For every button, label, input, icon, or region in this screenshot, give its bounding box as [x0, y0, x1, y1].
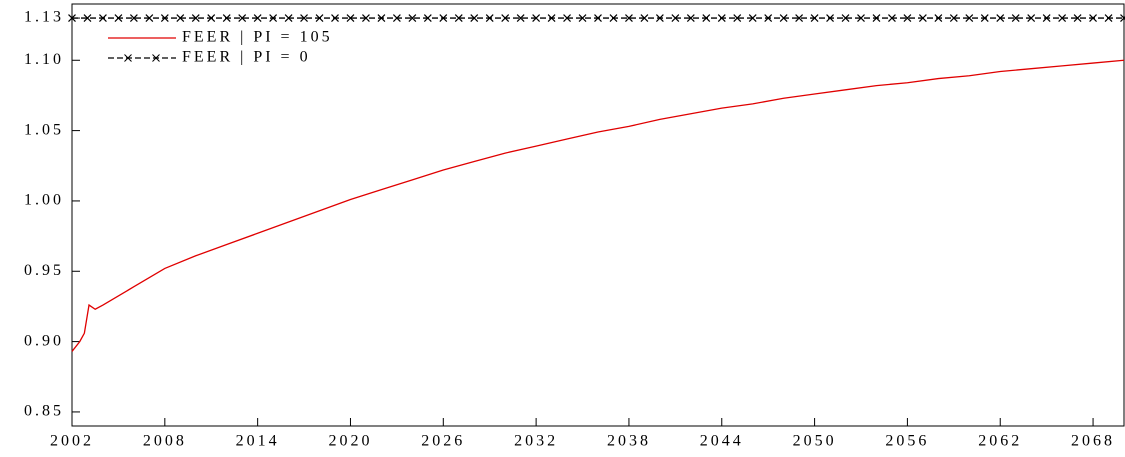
y-tick-label: 0.85 — [24, 403, 64, 420]
legend-marker — [124, 54, 132, 62]
marker — [532, 14, 541, 22]
x-tick-label: 2008 — [143, 433, 187, 450]
marker — [640, 14, 649, 22]
marker — [176, 14, 185, 22]
marker — [578, 14, 587, 22]
marker — [857, 14, 865, 22]
legend-label: FEER | PI = 0 — [182, 49, 311, 66]
series-line — [71, 59, 1125, 352]
marker — [625, 14, 633, 22]
marker — [1120, 14, 1125, 22]
marker — [810, 14, 819, 22]
marker — [594, 14, 602, 22]
marker — [454, 14, 463, 22]
marker — [1058, 14, 1067, 22]
x-tick-label: 2062 — [978, 433, 1022, 450]
marker — [300, 14, 308, 22]
marker — [207, 14, 216, 22]
marker — [547, 14, 556, 22]
marker — [83, 14, 92, 22]
marker — [470, 14, 479, 22]
marker — [145, 14, 154, 22]
marker — [423, 14, 432, 22]
marker — [795, 14, 804, 22]
x-tick-label: 2068 — [1071, 433, 1115, 450]
marker — [485, 14, 494, 22]
marker — [377, 14, 386, 22]
x-tick-label: 2044 — [700, 433, 744, 450]
marker — [238, 14, 247, 22]
x-tick-label: 2020 — [328, 433, 372, 450]
marker — [160, 14, 169, 22]
marker — [872, 14, 881, 22]
marker — [114, 14, 123, 22]
marker — [888, 14, 896, 22]
marker — [1042, 14, 1051, 22]
marker — [346, 14, 355, 22]
marker — [315, 14, 324, 22]
marker — [563, 14, 571, 22]
marker — [1089, 14, 1097, 22]
marker — [331, 14, 339, 22]
marker — [284, 14, 293, 22]
marker — [609, 14, 618, 22]
marker — [918, 14, 927, 22]
marker — [129, 14, 138, 22]
marker — [733, 14, 742, 22]
y-tick-label: 1.00 — [24, 192, 64, 209]
marker — [1073, 14, 1082, 22]
marker — [362, 14, 370, 22]
marker — [903, 14, 912, 22]
x-tick-label: 2002 — [50, 433, 94, 450]
legend-label: FEER | PI = 105 — [182, 29, 333, 46]
marker — [841, 14, 850, 22]
y-tick-label: 1.05 — [24, 121, 64, 138]
marker — [1011, 14, 1020, 22]
legend-marker — [152, 54, 160, 62]
marker — [934, 14, 943, 22]
marker — [764, 14, 773, 22]
marker — [516, 14, 525, 22]
plot-frame — [71, 3, 1125, 427]
marker — [980, 14, 989, 22]
marker — [655, 14, 664, 22]
marker — [717, 14, 726, 22]
marker — [392, 14, 401, 22]
marker — [965, 14, 974, 22]
x-tick-label: 2014 — [236, 433, 280, 450]
marker — [996, 14, 1005, 22]
x-tick-label: 2032 — [514, 433, 558, 450]
marker — [671, 14, 680, 22]
marker — [748, 14, 757, 22]
marker — [191, 14, 200, 22]
marker — [68, 14, 76, 22]
marker — [501, 14, 510, 22]
marker — [949, 14, 958, 22]
marker — [222, 14, 231, 22]
marker — [269, 14, 278, 22]
y-tick-label: 1.13 — [24, 9, 64, 26]
marker — [686, 14, 695, 22]
marker — [826, 14, 834, 22]
marker — [439, 14, 448, 22]
marker — [1104, 14, 1113, 22]
marker — [99, 14, 107, 22]
y-tick-label: 0.95 — [24, 262, 64, 279]
x-tick-label: 2038 — [607, 433, 651, 450]
x-tick-label: 2056 — [885, 433, 929, 450]
x-tick-label: 2026 — [421, 433, 465, 450]
marker — [779, 14, 788, 22]
marker — [1027, 14, 1036, 22]
x-tick-label: 2050 — [793, 433, 837, 450]
marker — [253, 14, 262, 22]
y-tick-label: 0.90 — [24, 332, 64, 349]
marker — [702, 14, 711, 22]
y-tick-label: 1.10 — [24, 51, 64, 68]
marker — [408, 14, 417, 22]
